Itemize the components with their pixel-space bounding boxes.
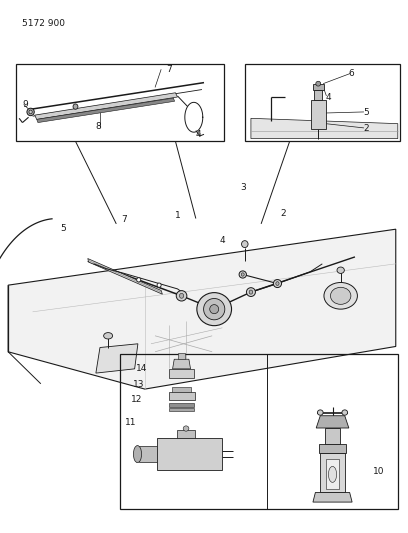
Polygon shape — [173, 359, 191, 369]
Ellipse shape — [342, 410, 348, 415]
Text: 2: 2 — [364, 125, 369, 133]
Bar — [177, 430, 195, 438]
Bar — [169, 408, 194, 411]
Polygon shape — [316, 416, 349, 428]
Ellipse shape — [239, 271, 246, 278]
Polygon shape — [96, 344, 138, 373]
Ellipse shape — [176, 290, 187, 301]
Ellipse shape — [204, 298, 225, 320]
Text: 7: 7 — [122, 215, 127, 224]
Bar — [319, 444, 346, 453]
Ellipse shape — [337, 267, 344, 273]
Ellipse shape — [133, 446, 142, 463]
Polygon shape — [313, 492, 352, 502]
Ellipse shape — [273, 279, 282, 288]
Ellipse shape — [330, 287, 351, 304]
Text: 13: 13 — [133, 381, 144, 389]
Bar — [326, 459, 339, 489]
Ellipse shape — [246, 288, 255, 296]
Text: 8: 8 — [95, 123, 101, 131]
Text: 1: 1 — [175, 212, 180, 220]
Text: 5172 900: 5172 900 — [22, 19, 65, 28]
Ellipse shape — [249, 290, 253, 294]
Polygon shape — [35, 93, 177, 119]
Bar — [178, 353, 185, 359]
Ellipse shape — [210, 305, 219, 313]
Text: 9: 9 — [23, 100, 29, 109]
Text: 5: 5 — [60, 224, 66, 232]
Bar — [313, 84, 324, 90]
Bar — [169, 403, 194, 407]
Text: 12: 12 — [131, 395, 142, 404]
Polygon shape — [139, 446, 157, 462]
Ellipse shape — [29, 110, 32, 114]
Bar — [172, 387, 191, 392]
Text: 11: 11 — [125, 418, 136, 426]
Ellipse shape — [241, 273, 244, 276]
Bar — [314, 90, 322, 100]
Text: 10: 10 — [373, 467, 384, 476]
Ellipse shape — [27, 108, 34, 116]
Polygon shape — [8, 229, 396, 389]
Text: 2: 2 — [281, 209, 286, 217]
Polygon shape — [157, 438, 222, 470]
Ellipse shape — [104, 333, 113, 339]
Text: 7: 7 — [166, 65, 172, 74]
Ellipse shape — [276, 281, 279, 286]
Bar — [320, 453, 345, 492]
Bar — [169, 369, 194, 378]
Ellipse shape — [328, 466, 337, 482]
Text: 4: 4 — [195, 131, 201, 139]
Ellipse shape — [157, 283, 161, 287]
Text: 6: 6 — [349, 69, 355, 78]
Text: 4: 4 — [326, 93, 331, 101]
Ellipse shape — [73, 104, 78, 109]
Text: 14: 14 — [136, 365, 148, 373]
Ellipse shape — [324, 282, 357, 309]
Polygon shape — [88, 259, 162, 294]
Ellipse shape — [316, 82, 321, 86]
Text: 3: 3 — [240, 183, 246, 192]
Ellipse shape — [183, 426, 189, 431]
Polygon shape — [251, 118, 398, 139]
Bar — [16, 64, 224, 141]
Bar — [325, 428, 340, 444]
Ellipse shape — [137, 278, 141, 282]
Bar — [311, 100, 326, 129]
Ellipse shape — [242, 241, 248, 247]
Bar — [169, 392, 195, 400]
Ellipse shape — [180, 293, 184, 298]
Bar — [245, 64, 400, 141]
Text: 5: 5 — [364, 109, 369, 117]
Text: 4: 4 — [220, 237, 225, 245]
Polygon shape — [37, 98, 175, 123]
Ellipse shape — [197, 293, 232, 326]
Ellipse shape — [317, 410, 323, 415]
Bar — [120, 354, 398, 509]
